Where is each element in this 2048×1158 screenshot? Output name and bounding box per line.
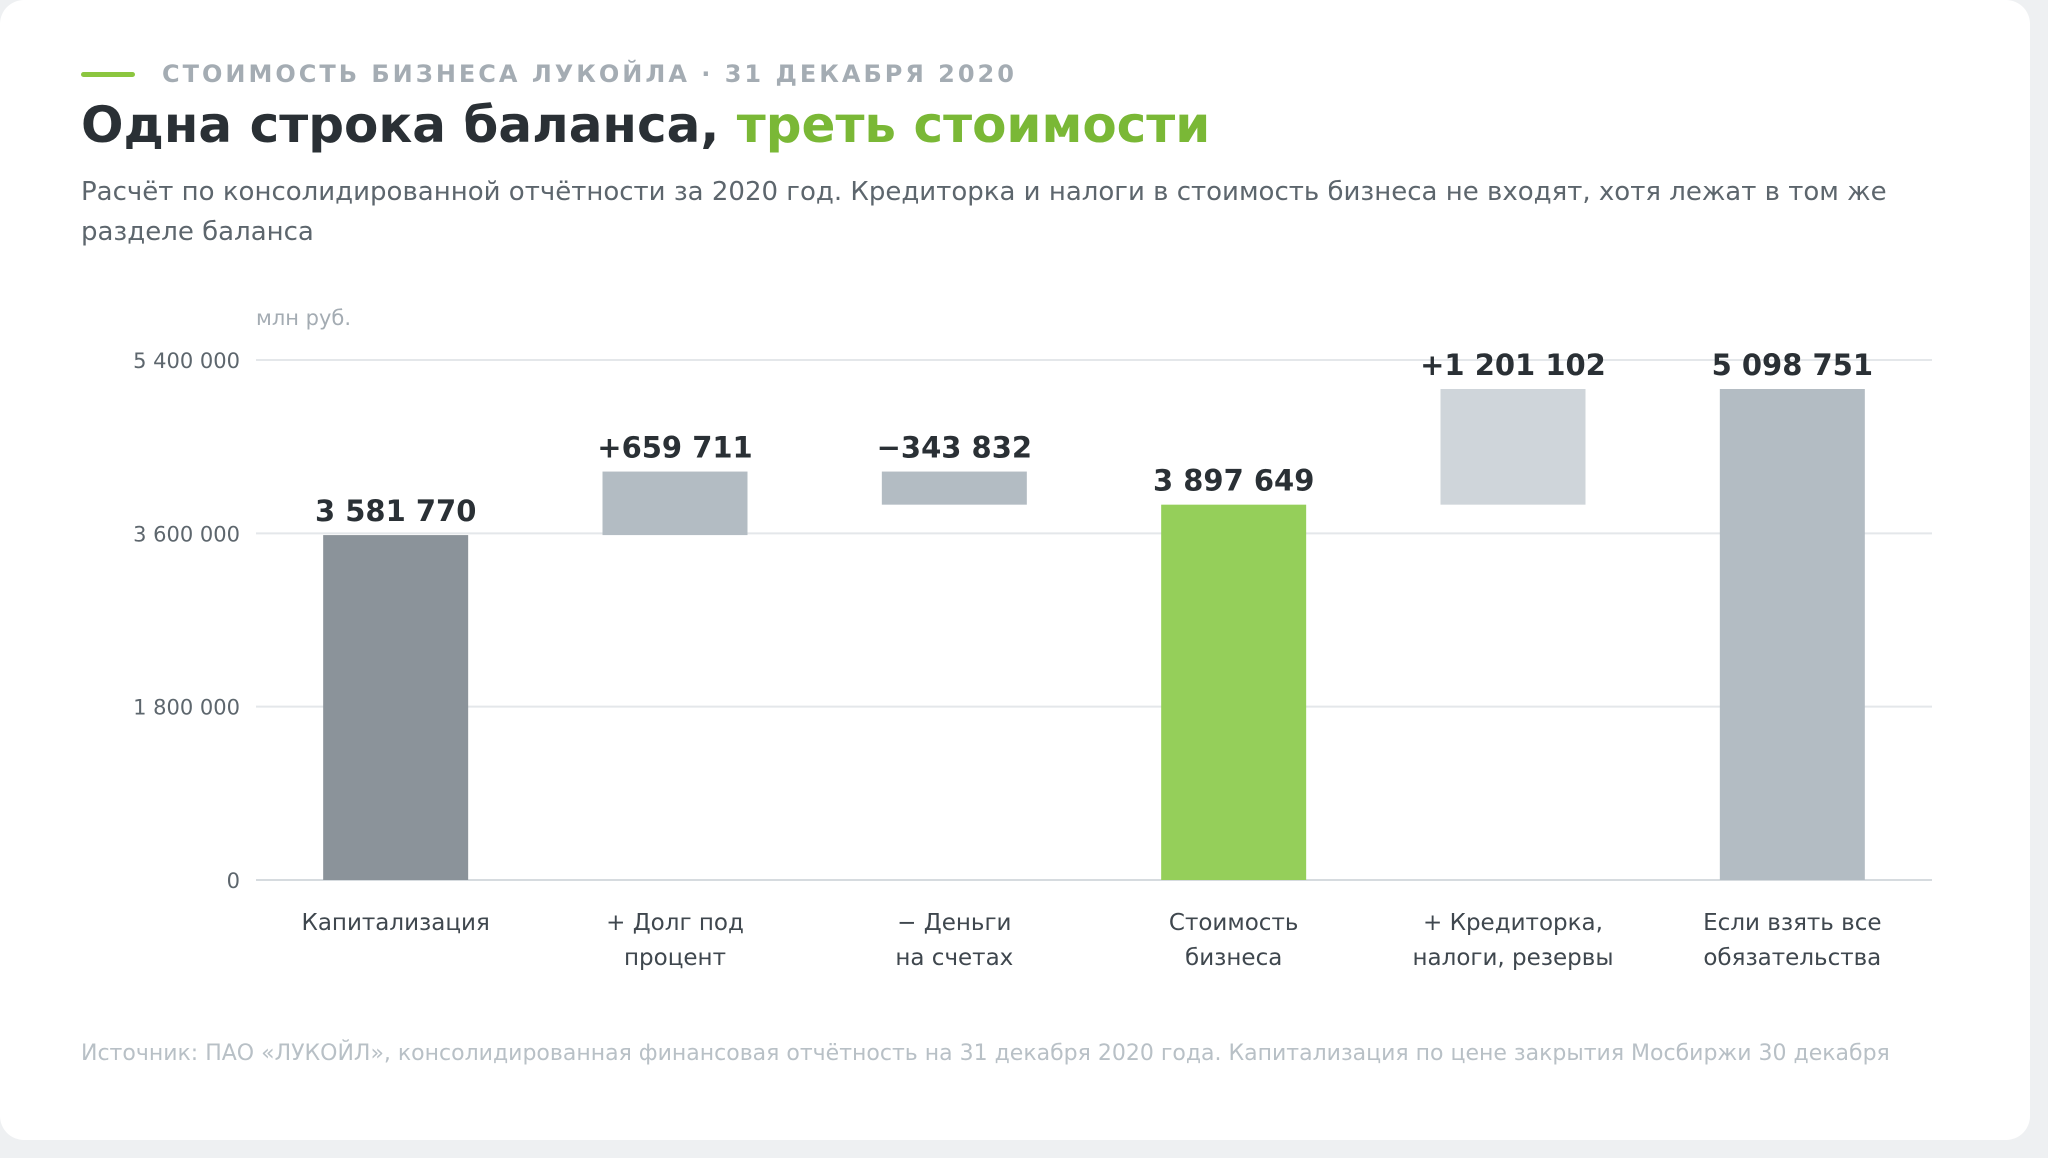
- y-tick-label: 5 400 000: [133, 349, 240, 373]
- bar: [1440, 389, 1586, 505]
- bar: [881, 471, 1027, 505]
- data-label: 3 897 649: [1153, 464, 1314, 498]
- y-axis-ticks: 0 1 800 000 3 600 000 5 400 000: [133, 349, 240, 893]
- y-tick-label: 3 600 000: [133, 522, 240, 546]
- x-tick-label: Стоимость бизнеса: [1169, 910, 1299, 971]
- bar: [602, 471, 748, 536]
- x-tick-label: Если взять все обязательства: [1703, 910, 1881, 971]
- bar: [1161, 504, 1307, 880]
- x-tick-label-line: + Долг под: [606, 910, 744, 936]
- x-axis-categories: Капитализация + Долг под процент − Деньги на…: [302, 910, 1882, 971]
- data-label: +659 711: [597, 431, 752, 465]
- source-note: Источник: ПАО «ЛУКОЙЛ», консолидированна…: [81, 1041, 1890, 1066]
- x-tick-label-line: Капитализация: [302, 910, 490, 936]
- y-tick-label: 0: [227, 869, 240, 893]
- x-tick-label-line: Если взять все: [1703, 910, 1881, 936]
- x-tick-label: Капитализация: [302, 910, 490, 936]
- gridlines: [256, 359, 1932, 881]
- kicker-text: СТОИМОСТЬ БИЗНЕСА ЛУКОЙЛА · 31 ДЕКАБРЯ 2…: [162, 60, 1017, 88]
- data-label: +1 201 102: [1420, 348, 1606, 382]
- x-tick-label-line: − Деньги: [897, 910, 1011, 936]
- x-tick-label: − Деньги на счетах: [895, 910, 1013, 971]
- value-labels: 3 581 770 +659 711 −343 832 3 897 649 +1 201…: [315, 348, 1873, 528]
- x-tick-label-line: обязательства: [1703, 945, 1881, 971]
- x-tick-label: + Долг под процент: [606, 910, 744, 971]
- waterfall-chart: 0 1 800 000 3 600 000 5 400 000 3 581 770 +6…: [133, 306, 1932, 971]
- x-tick-label-line: + Кредиторка,: [1423, 910, 1603, 936]
- x-tick-label-line: на счетах: [895, 945, 1013, 971]
- x-tick-label-line: процент: [624, 945, 726, 971]
- page-title: Одна строка баланса, треть стоимости: [81, 96, 1210, 154]
- y-tick-label: 1 800 000: [133, 696, 240, 720]
- subtitle: Расчёт по консолидированной отчётности з…: [81, 177, 1887, 247]
- kicker: СТОИМОСТЬ БИЗНЕСА ЛУКОЙЛА · 31 ДЕКАБРЯ 2…: [81, 60, 1017, 88]
- y-axis-unit: млн руб.: [256, 306, 351, 330]
- data-label: 5 098 751: [1712, 348, 1873, 382]
- bar: [323, 535, 469, 880]
- chart-card: СТОИМОСТЬ БИЗНЕСА ЛУКОЙЛА · 31 ДЕКАБРЯ 2…: [0, 0, 2030, 1140]
- x-tick-label-line: Стоимость: [1169, 910, 1299, 936]
- kicker-accent-line: [81, 71, 135, 77]
- bars: [323, 389, 1865, 880]
- bar: [1719, 389, 1865, 880]
- title-accent: треть стоимости: [736, 96, 1211, 154]
- title-main: Одна строка баланса,: [81, 96, 737, 154]
- data-label: 3 581 770: [315, 494, 476, 528]
- x-tick-label: + Кредиторка, налоги, резервы: [1412, 910, 1613, 971]
- x-tick-label-line: бизнеса: [1185, 945, 1282, 971]
- data-label: −343 832: [877, 431, 1032, 465]
- x-tick-label-line: налоги, резервы: [1412, 945, 1613, 971]
